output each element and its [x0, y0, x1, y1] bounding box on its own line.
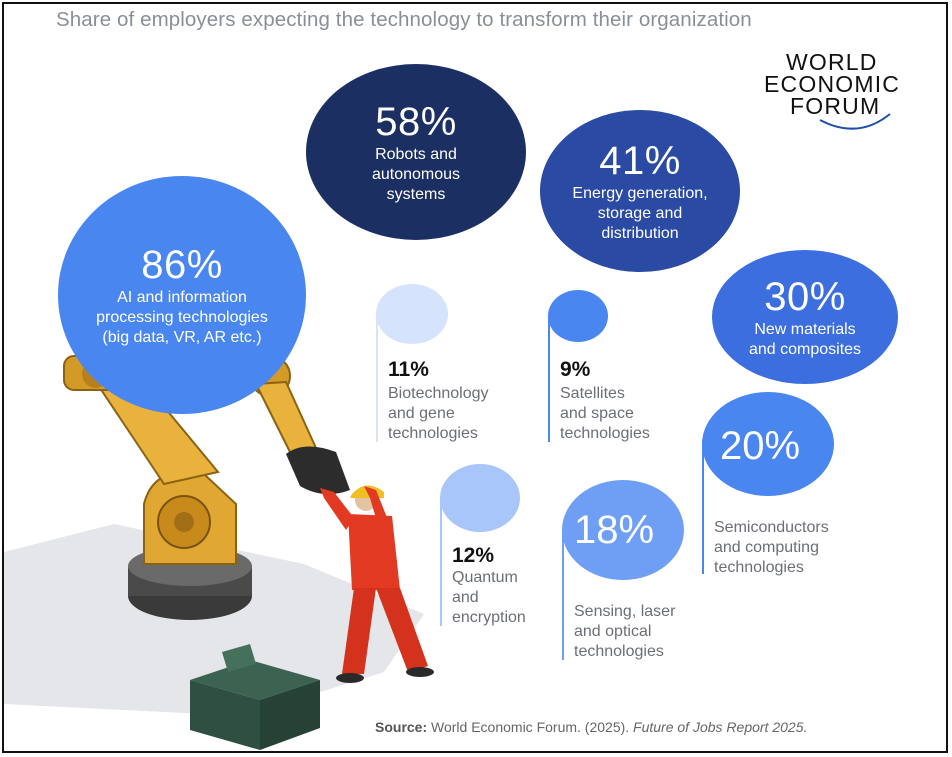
source-note: Source: World Economic Forum. (2025). Fu… [375, 719, 807, 735]
source-label: Source: [375, 719, 428, 735]
bubble-robots-label-2: autonomous [371, 166, 461, 183]
quantum-label-1: Quantum [452, 569, 518, 586]
worker-leg-right [376, 588, 428, 672]
floor-shadow [4, 524, 424, 716]
bubble-sensing [562, 480, 684, 580]
toolbox-lid [222, 644, 256, 672]
toolbox-front [190, 680, 260, 750]
robot-gripper [286, 446, 350, 495]
sensing-label-2: and optical [574, 623, 652, 640]
satellites-pct: 9% [560, 358, 591, 381]
bubble-energy: 41% Energy generation, storage and distr… [540, 110, 740, 272]
satellites-label-1: Satellites [560, 385, 625, 402]
logo-line-3: FORUM [790, 93, 881, 119]
worker-shoe-right [406, 667, 434, 677]
bubble-energy-label-2: storage and [597, 205, 683, 222]
bubble-sensing-pct: 18% [574, 508, 655, 552]
quantum-label-2: and [452, 589, 479, 606]
stem-semiconductors [702, 440, 704, 574]
bubble-quantum [440, 464, 520, 532]
bubble-robots-label-1: Robots and [375, 146, 457, 163]
bubble-semiconductors-pct: 20% [720, 424, 801, 468]
worker-leg-left [342, 588, 376, 674]
worker-torso [348, 514, 400, 590]
biotech-label-3: technologies [388, 425, 478, 442]
worker-arm-right [364, 486, 388, 532]
chart-title: Share of employers expecting the technol… [56, 8, 752, 31]
biotech-label-2: and gene [388, 405, 455, 422]
quantum-pct: 12% [452, 544, 495, 567]
logo-line-1: WORLD [786, 49, 878, 75]
bubble-materials: 30% New materials and composites [712, 250, 898, 384]
worker-shoe-left [336, 673, 364, 683]
source-text: World Economic Forum. (2025). [431, 719, 630, 735]
wef-logo: WORLD ECONOMIC FORUM [758, 48, 918, 134]
bubble-satellites [548, 290, 608, 342]
robot-scene-illustration [4, 355, 434, 750]
bubble-biotech [376, 284, 448, 344]
stem-biotech [376, 314, 378, 442]
bubble-ai-pct: 86% [141, 243, 223, 287]
source-publication: Future of Jobs Report 2025. [633, 719, 808, 735]
toolbox-top [190, 660, 320, 700]
bubble-energy-label-3: distribution [601, 225, 679, 242]
stem-quantum [440, 498, 442, 626]
biotech-pct: 11% [388, 358, 429, 381]
worker-arm-left [320, 488, 354, 530]
quantum-label-3: encryption [452, 609, 526, 626]
bubble-robots-pct: 58% [375, 100, 457, 144]
satellites-label-3: technologies [560, 425, 650, 442]
semiconductors-label-3: technologies [714, 559, 804, 576]
bubble-robots-label-3: systems [386, 186, 446, 203]
bubble-semiconductors [702, 392, 834, 496]
robot-forearm [254, 380, 318, 458]
sensing-label-3: technologies [574, 643, 664, 660]
logo-arc-icon [819, 113, 891, 130]
bubble-energy-pct: 41% [599, 139, 681, 183]
semiconductors-label-1: Semiconductors [714, 519, 829, 536]
bubble-ai: 86% AI and information processing techno… [58, 176, 306, 414]
toolbox-side [260, 680, 320, 750]
bubble-materials-label-1: New materials [754, 321, 856, 338]
stem-satellites [548, 316, 550, 442]
logo-line-2: ECONOMIC [764, 71, 901, 97]
biotech-label-1: Biotechnology [388, 385, 489, 402]
stem-sensing [562, 530, 564, 660]
bubble-robots: 58% Robots and autonomous systems [306, 64, 526, 240]
satellites-label-2: and space [560, 405, 634, 422]
robot-joint-hub [174, 512, 194, 532]
bubble-materials-pct: 30% [764, 275, 846, 319]
sensing-label-1: Sensing, laser [574, 603, 676, 620]
bubble-materials-label-2: and composites [748, 341, 862, 358]
bubble-ai-label-2: processing technologies [96, 309, 268, 326]
bubble-energy-label-1: Energy generation, [572, 185, 708, 202]
bubble-ai-label-3: (big data, VR, AR etc.) [102, 329, 262, 346]
semiconductors-label-2: and computing [714, 539, 819, 556]
bubble-ai-label-1: AI and information [117, 289, 247, 306]
